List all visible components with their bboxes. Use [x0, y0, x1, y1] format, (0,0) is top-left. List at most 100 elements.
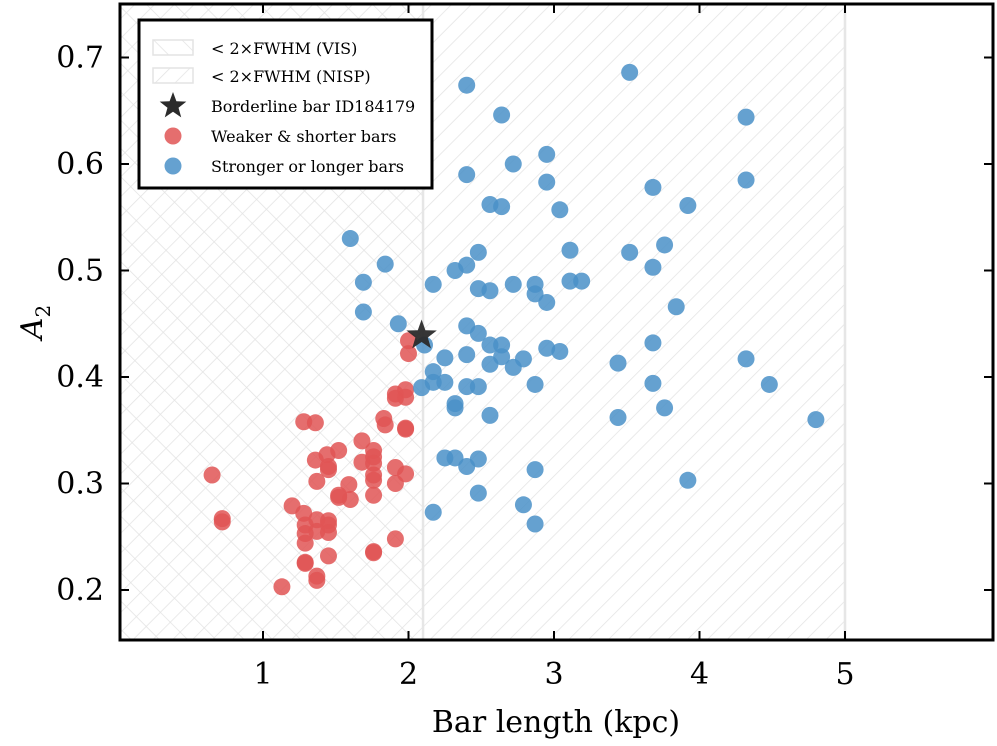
y-tick-label: 0.2 — [56, 573, 104, 608]
data-point — [386, 530, 404, 548]
data-point — [526, 461, 544, 479]
legend-label: Stronger or longer bars — [211, 157, 404, 176]
data-point — [644, 258, 662, 276]
data-point — [667, 298, 685, 316]
data-point — [365, 486, 383, 504]
data-point — [538, 173, 556, 191]
legend-label: Borderline bar ID184179 — [211, 97, 415, 116]
data-point — [493, 336, 511, 354]
legend-swatch-star — [159, 92, 187, 118]
data-point — [609, 354, 627, 372]
data-point — [389, 315, 407, 333]
y-tick-label: 0.4 — [56, 360, 104, 395]
x-tick-label: 3 — [544, 657, 563, 692]
data-point — [656, 236, 674, 254]
data-point — [397, 420, 415, 438]
data-point — [481, 282, 499, 300]
data-point — [551, 201, 569, 219]
legend-label: < 2×FWHM (VIS) — [211, 39, 357, 58]
x-axis-title: Bar length (kpc) — [432, 705, 680, 740]
data-point — [436, 349, 454, 367]
data-point — [538, 145, 556, 163]
data-point — [458, 166, 476, 184]
data-point — [341, 490, 359, 508]
data-point — [319, 523, 337, 541]
data-point — [308, 472, 326, 490]
legend-swatch-hatch — [152, 39, 194, 56]
legend-item: Stronger or longer bars — [164, 157, 404, 176]
series-1 — [341, 63, 825, 533]
data-point — [493, 348, 511, 366]
data-point — [458, 346, 476, 364]
data-point — [493, 106, 511, 124]
data-point — [469, 324, 487, 342]
data-point — [400, 345, 417, 363]
data-point — [376, 255, 394, 273]
legend-label: < 2×FWHM (NISP) — [211, 67, 371, 86]
data-point — [551, 342, 569, 360]
data-point — [621, 243, 639, 261]
y-axis-title-subscript: 2 — [31, 305, 55, 318]
data-point — [353, 432, 371, 450]
data-point — [341, 230, 359, 248]
ticks-layer: 1 2 3 4 5 0.2 0.3 0.4 0.5 0.6 0.7 — [56, 4, 993, 692]
data-point — [504, 275, 522, 293]
data-point — [296, 554, 314, 572]
data-point — [526, 515, 544, 533]
legend-box — [137, 18, 434, 190]
data-point — [737, 350, 755, 368]
data-point — [458, 76, 476, 94]
data-point — [538, 293, 556, 311]
data-point — [679, 471, 697, 489]
data-point — [319, 547, 337, 565]
y-tick-label: 0.6 — [56, 147, 104, 182]
data-point — [737, 171, 755, 189]
data-point — [340, 476, 358, 494]
data-point — [514, 496, 532, 514]
data-point — [424, 503, 442, 521]
x-tick-label: 4 — [690, 657, 709, 692]
data-point — [561, 272, 579, 290]
x-tick-label: 1 — [253, 657, 272, 692]
data-point — [319, 461, 337, 479]
data-point — [365, 544, 383, 562]
data-point — [424, 373, 442, 391]
legend-item: Weaker & shorter bars — [164, 127, 396, 146]
data-point — [376, 416, 394, 434]
data-point — [737, 108, 755, 126]
data-point — [458, 256, 476, 274]
data-point — [644, 334, 662, 352]
data-point — [436, 373, 454, 391]
legend-item: < 2×FWHM (NISP) — [152, 67, 371, 86]
x-tick-label: 5 — [835, 657, 854, 692]
data-point — [306, 414, 324, 432]
data-point — [807, 411, 825, 429]
data-point — [514, 350, 532, 368]
data-point — [469, 484, 487, 502]
data-point — [526, 375, 544, 393]
data-point-star — [406, 319, 437, 349]
y-tick-label: 0.7 — [56, 41, 104, 76]
series-2 — [406, 319, 437, 349]
data-point — [365, 471, 383, 489]
series-0 — [203, 332, 417, 596]
data-point — [538, 339, 556, 357]
y-tick-label: 0.5 — [56, 254, 104, 289]
data-point — [203, 466, 221, 484]
data-point — [644, 178, 662, 196]
data-point — [481, 406, 499, 424]
data-point — [469, 450, 487, 468]
data-point — [424, 275, 442, 293]
data-point — [397, 388, 415, 406]
data-point — [330, 441, 348, 459]
legend-item: Borderline bar ID184179 — [159, 92, 415, 118]
y-axis-title: A2 — [15, 305, 55, 342]
data-point — [400, 332, 417, 350]
data-point — [308, 571, 326, 589]
data-point — [446, 399, 464, 417]
data-point — [526, 285, 544, 303]
points-layer — [203, 63, 825, 596]
data-point — [573, 272, 591, 290]
data-point — [397, 465, 415, 483]
legend-swatch-circle — [164, 157, 182, 175]
